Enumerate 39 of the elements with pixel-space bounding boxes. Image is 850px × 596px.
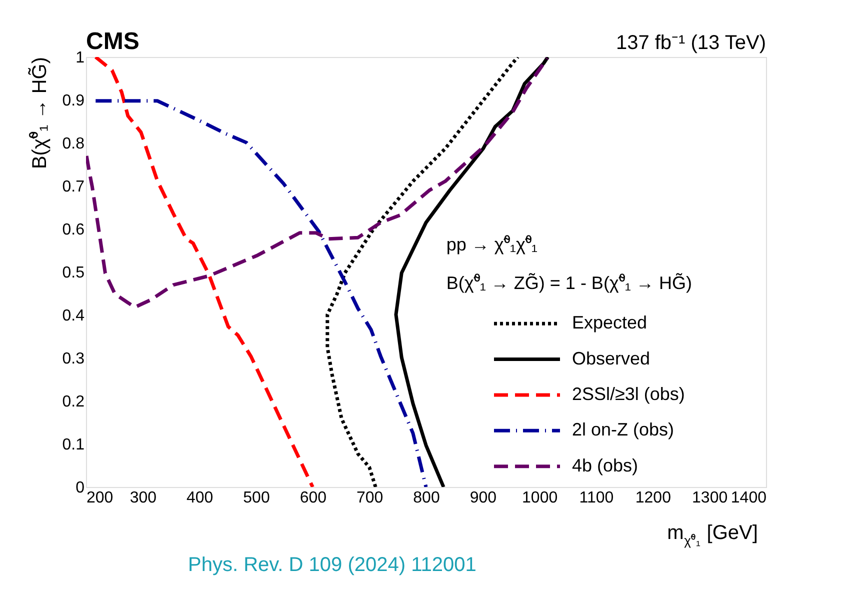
annotation: pp → χ̃⁰₁χ̃⁰₁ (446, 234, 538, 254)
x-tick-label: 500 (243, 490, 270, 506)
x-tick-label: 1000 (522, 490, 558, 506)
y-tick-label: 0.9 (62, 92, 85, 110)
x-tick-label: 1300 (692, 490, 728, 506)
legend-label: 2SSl/≥3l (obs) (572, 384, 685, 404)
y-tick-label: 0.3 (62, 350, 85, 368)
y-tick-label: 0.4 (62, 308, 85, 324)
y-tick-label: 0.8 (62, 136, 85, 152)
legend-label: 4b (obs) (572, 455, 638, 476)
annotation: B(χ̃⁰₁ → ZG̃) = 1 - B(χ̃⁰₁ → HG̃) (446, 273, 692, 294)
line-series (86, 57, 550, 310)
legend-label: Observed (572, 348, 650, 368)
line-series (94, 99, 428, 487)
legend-label: 2l on-Z (obs) (572, 420, 674, 440)
y-tick-label: 0.1 (62, 436, 85, 454)
x-tick-label: 1400 (730, 490, 767, 506)
y-tick-label: 0.6 (62, 222, 85, 238)
x-tick-label: 400 (186, 490, 214, 506)
y-tick-label: 0.7 (62, 178, 85, 196)
x-tick-label: 700 (356, 490, 384, 506)
y-tick-label: 0 (76, 480, 85, 496)
chart-title: CMS (86, 28, 140, 55)
text: Phys. Rev. D 109 (2024) 112001 (188, 554, 476, 576)
x-tick-label: 800 (413, 490, 440, 506)
x-tick-label: 900 (470, 490, 497, 506)
x-tick-label: 200 (86, 490, 114, 506)
x-tick-label: 600 (300, 490, 327, 506)
x-tick-label: 1100 (579, 490, 614, 506)
x-tick-label: 1200 (635, 490, 672, 506)
text: 137 fb⁻¹ (13 TeV) (616, 32, 766, 54)
y-tick-label: 1 (76, 50, 85, 66)
y-axis-title: B(χ̃⁰₁ → HG̃) (28, 57, 51, 170)
y-tick-label: 0.5 (62, 264, 85, 282)
y-tick-label: 0.2 (62, 394, 85, 410)
line-series (394, 57, 550, 487)
legend-label: Expected (572, 312, 648, 333)
x-tick-label: 300 (130, 490, 157, 506)
line-series (94, 57, 314, 487)
